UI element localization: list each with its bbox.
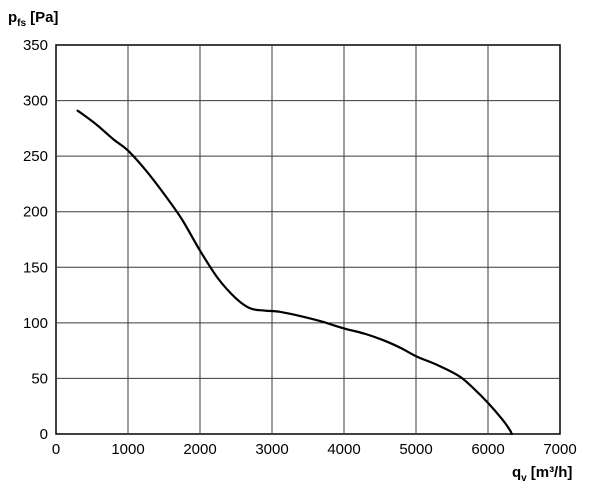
x-tick-label: 7000: [543, 441, 576, 458]
y-tick-label: 250: [23, 148, 48, 165]
y-axis-symbol: p: [8, 9, 17, 26]
y-tick-label: 50: [31, 370, 48, 387]
x-axis-subscript: v: [521, 473, 527, 484]
plot-frame: [55, 44, 561, 435]
y-axis-title: pfs [Pa]: [8, 9, 58, 29]
x-tick-label: 1000: [111, 441, 144, 458]
x-tick-label: 6000: [471, 441, 504, 458]
series-line: [76, 109, 513, 436]
y-axis-tick-labels: 0 50 100 150 200 250 300 350: [23, 37, 48, 443]
grid: [55, 44, 561, 435]
x-axis-unit: [m³/h]: [531, 464, 573, 481]
x-axis-symbol: q: [512, 464, 521, 481]
y-tick-label: 100: [23, 315, 48, 332]
x-axis-title: qv [m³/h]: [512, 464, 572, 484]
y-tick-label: 200: [23, 204, 48, 221]
x-axis-tick-labels: 0 1000 2000 3000 4000 5000 6000 7000: [52, 441, 577, 458]
x-tick-label: 0: [52, 441, 60, 458]
y-tick-label: 350: [23, 37, 48, 54]
x-tick-label: 2000: [183, 441, 216, 458]
y-axis-subscript: fs: [17, 18, 26, 29]
y-tick-label: 0: [40, 426, 48, 443]
x-tick-label: 4000: [327, 441, 360, 458]
x-tick-label: 3000: [255, 441, 288, 458]
series-group: [76, 109, 513, 436]
y-axis-unit: [Pa]: [30, 9, 58, 26]
y-tick-label: 300: [23, 93, 48, 110]
x-tick-label: 5000: [399, 441, 432, 458]
y-tick-label: 150: [23, 259, 48, 276]
